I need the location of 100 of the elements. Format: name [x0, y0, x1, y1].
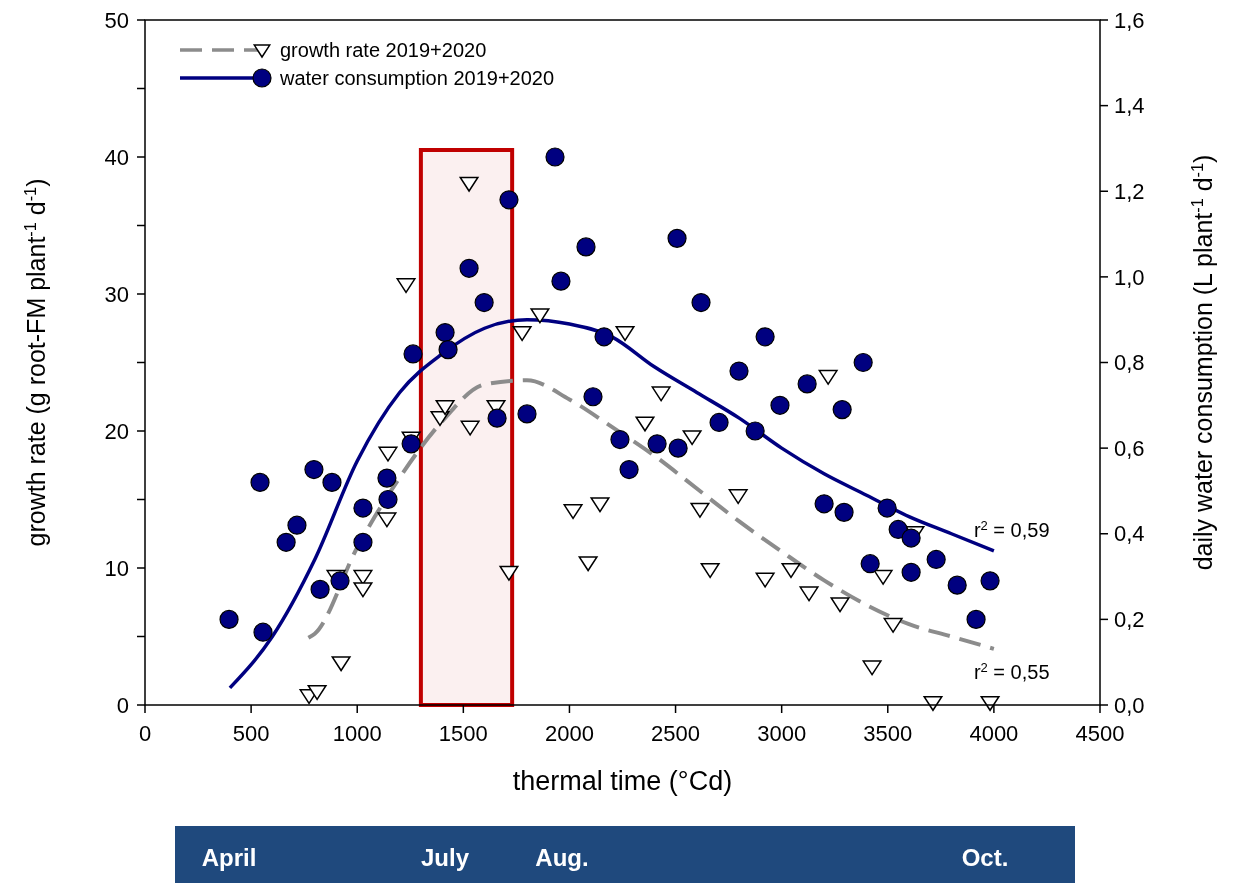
y-tick-label: 40 [104, 144, 129, 170]
point [430, 410, 450, 427]
text: Aug. [535, 844, 589, 872]
point [551, 271, 571, 291]
point [966, 609, 986, 629]
y2-tick-label: 0,6 [1114, 435, 1145, 461]
point [682, 430, 702, 446]
point [353, 569, 373, 585]
point [700, 563, 720, 579]
point [590, 497, 610, 513]
point [353, 532, 373, 552]
y-tick-label: 30 [104, 281, 129, 307]
point [755, 572, 775, 588]
x-tick-label: 1500 [438, 721, 488, 746]
point [834, 502, 854, 522]
x-tick-label: 0 [138, 721, 152, 746]
y2-tick-label: 0,4 [1114, 521, 1145, 547]
legend-label: growth rate 2019+2020 [280, 39, 487, 61]
x-tick-label: 1000 [332, 721, 382, 746]
point [923, 695, 943, 712]
point [460, 420, 480, 436]
x-axis-title: thermal time (°Cd) [512, 766, 733, 796]
y2-tick-label: 1,0 [1114, 264, 1145, 290]
y-tick-label: 20 [104, 418, 129, 444]
point [797, 374, 817, 394]
point [818, 369, 838, 385]
point [438, 340, 458, 360]
x-tick-label: 3500 [863, 721, 913, 746]
text: April [201, 844, 257, 872]
point [377, 468, 397, 488]
point [947, 575, 967, 595]
point [331, 656, 351, 672]
text: July [420, 844, 470, 872]
point [396, 278, 416, 294]
point [330, 571, 350, 591]
point [619, 459, 639, 480]
y-tick-label: 10 [104, 555, 129, 581]
point [832, 399, 852, 420]
y-tick-label: 50 [104, 7, 129, 33]
point [287, 515, 307, 535]
point [770, 395, 790, 415]
point [667, 228, 687, 248]
point [860, 554, 880, 574]
text: Oct. [961, 844, 1009, 872]
point [755, 327, 775, 347]
point [304, 459, 324, 480]
point [615, 326, 635, 342]
point [474, 292, 494, 313]
point [888, 519, 908, 540]
point [459, 176, 479, 192]
point [594, 327, 614, 347]
point [728, 489, 748, 505]
x-tick-label: 500 [232, 721, 270, 746]
annotation: r$^{2}$ = 0,55 [973, 659, 1050, 683]
y-tick-label: 0 [116, 692, 129, 718]
point [512, 326, 532, 342]
y2-tick-label: 1,4 [1114, 93, 1145, 119]
line-series [306, 378, 996, 651]
point [583, 387, 603, 407]
point [799, 586, 819, 602]
point [690, 502, 710, 518]
point [691, 292, 711, 313]
point [980, 695, 1000, 712]
point [517, 404, 537, 424]
point [487, 408, 507, 428]
point [926, 549, 946, 570]
point [814, 494, 834, 514]
point [250, 472, 270, 492]
annotation: r$^{2}$ = 0,59 [973, 517, 1050, 541]
point [980, 571, 1000, 591]
point [378, 446, 398, 462]
point [435, 399, 455, 416]
point [745, 421, 765, 441]
point [883, 617, 903, 633]
legend-label: water consumption 2019+2020 [279, 67, 555, 89]
point [563, 504, 583, 520]
point [353, 498, 373, 518]
y2-tick-label: 0,2 [1114, 607, 1145, 633]
point [401, 434, 421, 454]
point [853, 352, 873, 373]
y2-tick-label: 0,8 [1114, 350, 1145, 376]
point [403, 344, 423, 364]
point [353, 582, 373, 598]
y2-tick-label: 1,6 [1114, 7, 1145, 33]
point [310, 579, 330, 600]
point [830, 597, 850, 613]
y2-tick-label: 0,0 [1114, 692, 1145, 718]
point [709, 412, 729, 433]
point [435, 322, 455, 343]
x-tick-label: 2000 [544, 721, 594, 746]
point [610, 429, 630, 450]
point [530, 308, 550, 324]
point [459, 258, 479, 278]
point [378, 489, 398, 510]
point [635, 416, 655, 432]
point [377, 512, 397, 528]
point [307, 684, 327, 701]
point [877, 498, 897, 518]
point [322, 472, 342, 492]
point [647, 434, 667, 454]
